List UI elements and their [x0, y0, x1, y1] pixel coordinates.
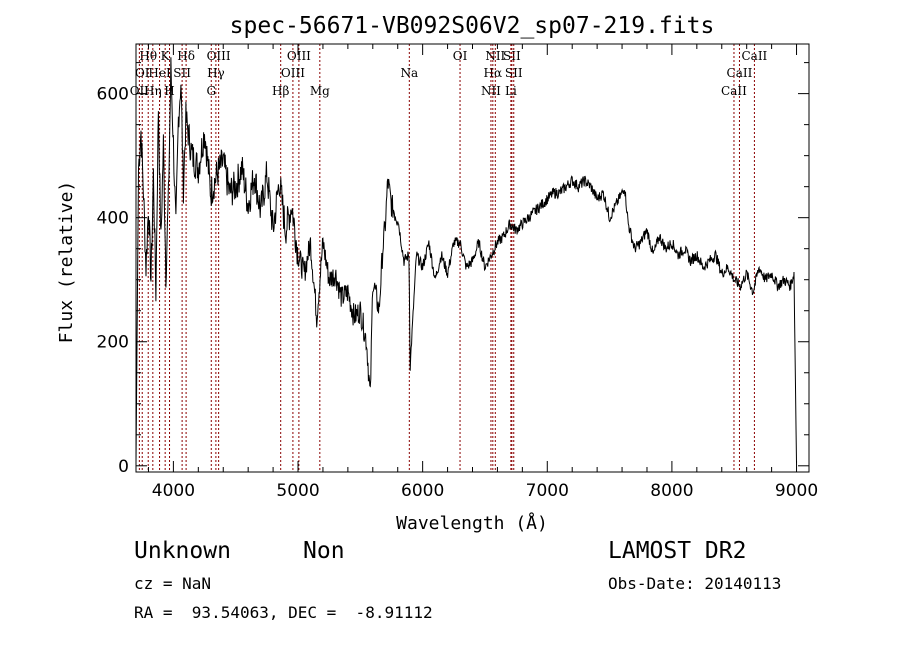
line-id-label: SII [505, 66, 523, 80]
x-tick-label: 6000 [401, 481, 444, 501]
y-axis-label: Flux (relative) [56, 181, 77, 344]
obs-date: Obs-Date: 20140113 [608, 574, 782, 593]
line-id-label: HeI [148, 66, 171, 80]
line-id-label: OIII [281, 66, 305, 80]
line-id-label: Hγ [207, 66, 225, 80]
chart-title: spec-56671-VB092S06V2_sp07-219.fits [230, 13, 715, 39]
x-tick-label: 4000 [152, 481, 195, 501]
line-id-label: K [161, 49, 171, 63]
y-tick-label: 200 [97, 333, 129, 353]
line-id-label: CaII [741, 49, 767, 63]
line-id-label: Li [505, 84, 517, 98]
line-id-label: Mg [310, 84, 330, 98]
line-id-label: CaII [721, 84, 747, 98]
redshift-value: cz = NaN [134, 574, 212, 593]
line-id-label: OII [130, 84, 150, 98]
line-id-label: OI [135, 66, 150, 80]
line-id-label: SII [173, 66, 191, 80]
x-axis-label: Wavelength (Å) [396, 512, 548, 534]
line-id-label: CaII [727, 66, 753, 80]
line-id-label: Hβ [272, 84, 289, 98]
y-tick-label: 400 [97, 209, 129, 229]
x-tick-label: 5000 [276, 481, 319, 501]
line-id-label: NII [481, 84, 501, 98]
spectrum-line [135, 57, 797, 463]
line-id-label: Na [400, 66, 418, 80]
line-id-label: Hη [144, 84, 162, 98]
coordinates: RA = 93.54063, DEC = -8.91112 [134, 603, 433, 622]
line-id-label: SII [503, 49, 521, 63]
survey-name: LAMOST DR2 [608, 538, 747, 564]
object-subclass: Non [303, 538, 345, 564]
line-id-label: OIII [207, 49, 231, 63]
object-class: Unknown [134, 538, 231, 564]
x-tick-label: 8000 [650, 481, 693, 501]
line-id-label: NII [485, 49, 505, 63]
x-tick-label: 9000 [775, 481, 818, 501]
line-id-label: Hα [484, 66, 503, 80]
y-tick-label: 0 [118, 457, 129, 477]
line-id-label: OI [453, 49, 468, 63]
axes: 4000 5000 6000 7000 8000 9000 0 200 400 600 [97, 43, 818, 501]
line-id-label: Hδ [177, 49, 195, 63]
y-tick-label: 600 [97, 85, 129, 105]
x-tick-label: 7000 [526, 481, 569, 501]
line-id-label: G [206, 84, 216, 98]
line-id-label: H [164, 84, 174, 98]
line-id-label: OIII [287, 49, 311, 63]
